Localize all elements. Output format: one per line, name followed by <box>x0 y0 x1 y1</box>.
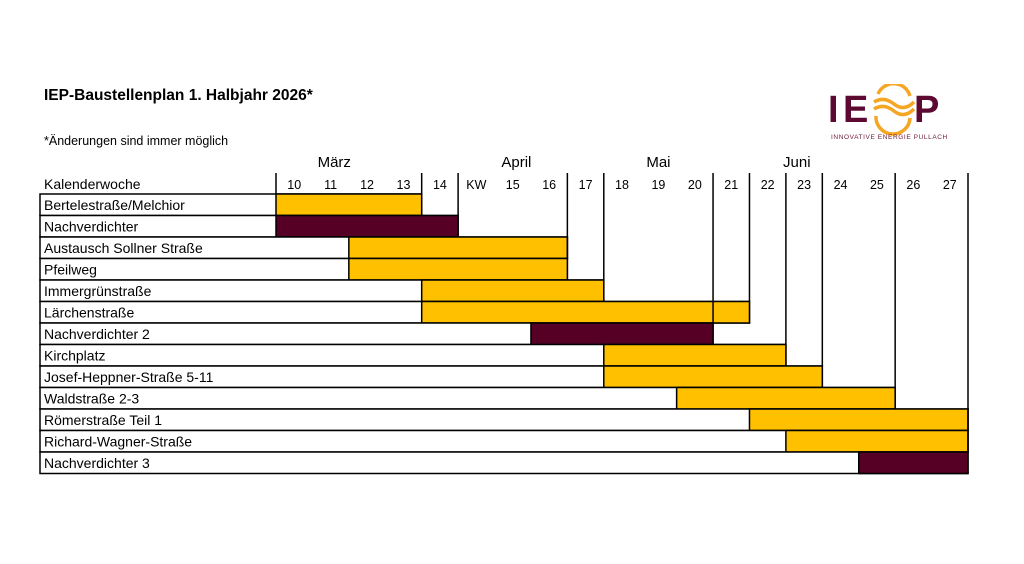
week-label: 13 <box>397 178 411 192</box>
task-label: Josef-Heppner-Straße 5-11 <box>44 369 214 385</box>
week-label: 26 <box>906 178 920 192</box>
task-bar <box>603 343 787 367</box>
week-label: 25 <box>870 178 884 192</box>
change-note: *Änderungen sind immer möglich <box>44 134 229 148</box>
task-label: Austausch Sollner Straße <box>44 240 203 256</box>
week-label: 17 <box>579 178 593 192</box>
task-bar <box>420 279 605 303</box>
task-label: Waldstraße 2-3 <box>44 391 139 407</box>
task-bar <box>748 408 969 432</box>
month-label: Mai <box>646 154 670 171</box>
task-row: Nachverdichter <box>39 214 459 238</box>
task-bar <box>857 451 969 475</box>
task-row: Pfeilweg <box>39 257 569 281</box>
week-label: 27 <box>943 178 957 192</box>
task-bar <box>785 429 969 453</box>
week-label: 19 <box>651 178 665 192</box>
task-label: Kirchplatz <box>44 348 105 364</box>
task-bar <box>275 214 459 238</box>
task-bar <box>420 300 751 324</box>
task-label: Lärchenstraße <box>44 305 134 321</box>
task-row: Austausch Sollner Straße <box>39 236 569 260</box>
task-row: Römerstraße Teil 1 <box>39 408 969 432</box>
task-row: Immergrünstraße <box>39 279 605 303</box>
svg-text:E: E <box>843 89 868 131</box>
row-header-label: Kalenderwoche <box>44 176 141 192</box>
week-label: 22 <box>761 178 775 192</box>
week-label: 16 <box>542 178 556 192</box>
week-label: 12 <box>360 178 374 192</box>
task-bar <box>348 236 569 260</box>
task-bar <box>348 257 569 281</box>
task-label: Bertelestraße/Melchior <box>44 197 185 213</box>
logo-mark: I E P <box>828 84 939 136</box>
month-label: März <box>318 154 351 171</box>
task-label: Römerstraße Teil 1 <box>44 412 162 428</box>
week-label: 15 <box>506 178 520 192</box>
task-label: Nachverdichter 3 <box>44 455 150 471</box>
task-bar <box>675 386 896 410</box>
month-label: Juni <box>783 154 811 171</box>
task-row: Richard-Wagner-Straße <box>39 429 969 453</box>
task-row: Bertelestraße/Melchior <box>39 193 423 217</box>
task-row: Waldstraße 2-3 <box>39 386 896 410</box>
svg-text:P: P <box>914 89 939 131</box>
logo-tagline: INNOVATIVE ENERGIE PULLACH <box>831 134 948 141</box>
week-label: 18 <box>615 178 629 192</box>
task-label: Nachverdichter 2 <box>44 326 150 342</box>
week-label: 14 <box>433 178 447 192</box>
row-frame <box>39 451 969 475</box>
month-label: April <box>501 154 531 171</box>
task-label: Richard-Wagner-Straße <box>44 434 192 450</box>
task-label: Immergrünstraße <box>44 283 152 299</box>
task-row: Lärchenstraße <box>39 300 751 324</box>
task-bar <box>275 193 423 217</box>
svg-text:I: I <box>828 89 839 131</box>
week-label: 23 <box>797 178 811 192</box>
task-row: Josef-Heppner-Straße 5-11 <box>39 365 824 389</box>
week-label: 20 <box>688 178 702 192</box>
task-label: Pfeilweg <box>44 262 97 278</box>
task-label: Nachverdichter <box>44 219 138 235</box>
task-row: Nachverdichter 3 <box>39 451 969 475</box>
chart-title: IEP-Baustellenplan 1. Halbjahr 2026* <box>44 87 313 104</box>
task-bar <box>530 322 714 346</box>
task-bar <box>603 365 824 389</box>
week-label: 10 <box>287 178 301 192</box>
task-row: Nachverdichter 2 <box>39 322 714 346</box>
week-label: KW <box>466 178 486 192</box>
task-row: Kirchplatz <box>39 343 787 367</box>
week-label: 21 <box>724 178 738 192</box>
week-label: 11 <box>324 178 337 192</box>
week-label: 24 <box>834 178 848 192</box>
